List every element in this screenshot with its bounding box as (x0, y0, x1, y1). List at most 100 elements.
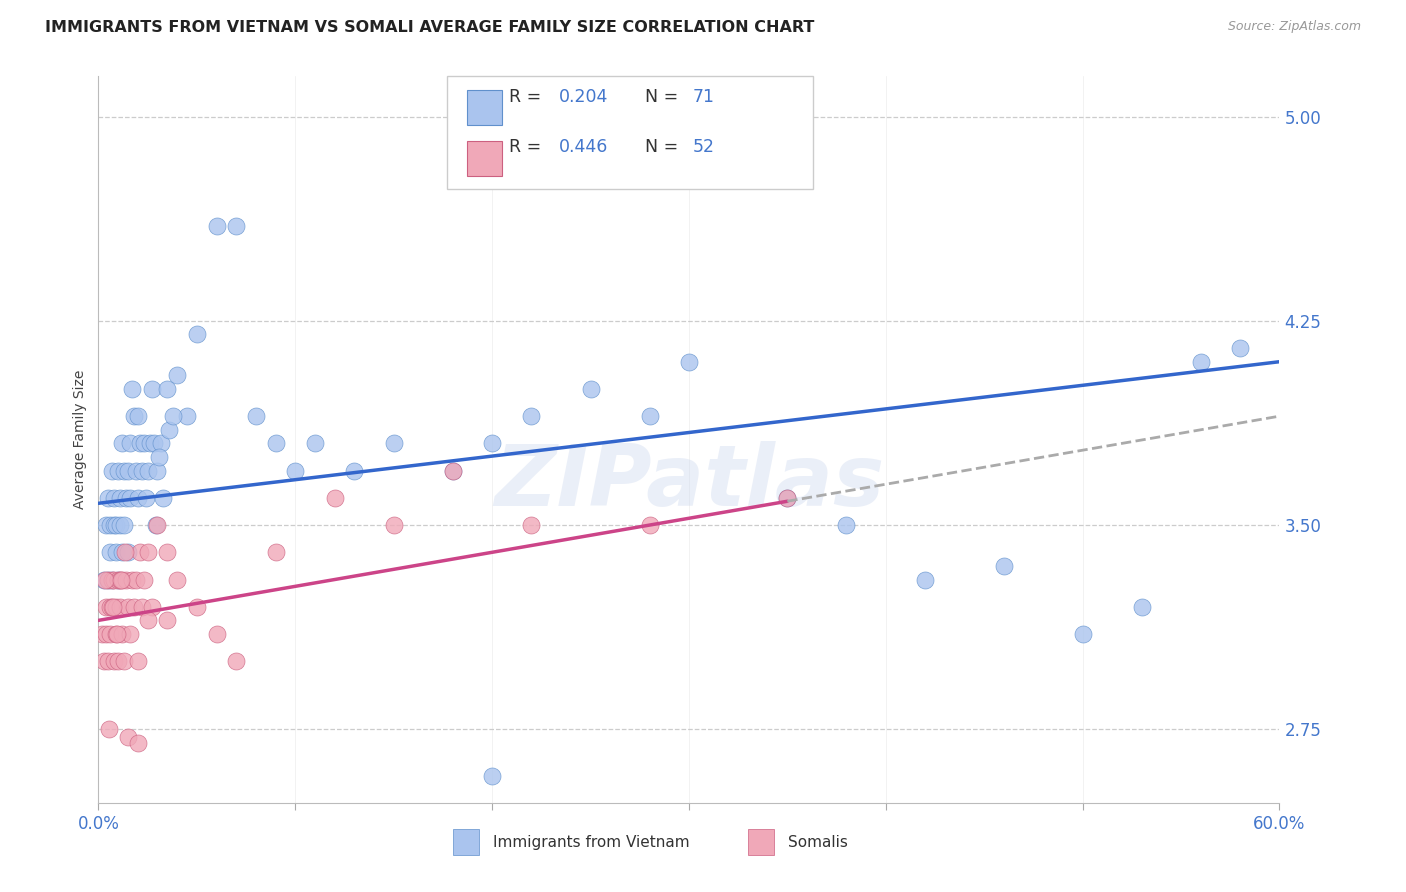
Point (638, 518, 661, 533)
Point (91, 627, 114, 641)
Point (117, 599, 139, 614)
Point (103, 491, 125, 505)
Point (111, 545, 134, 559)
Point (97, 573, 120, 587)
Point (103, 518, 125, 533)
Point (105, 627, 128, 641)
Point (245, 409, 267, 424)
Point (111, 573, 134, 587)
Point (105, 518, 128, 533)
Point (146, 464, 169, 478)
Point (776, 491, 799, 505)
Point (141, 599, 163, 614)
Point (142, 436, 165, 450)
Point (481, 436, 503, 450)
Point (176, 409, 198, 424)
Point (98, 723, 121, 737)
Point (132, 573, 155, 587)
Point (125, 573, 148, 587)
Point (121, 573, 143, 587)
Point (105, 545, 128, 559)
Point (678, 355, 700, 369)
Text: IMMIGRANTS FROM VIETNAM VS SOMALI AVERAGE FAMILY SIZE CORRELATION CHART: IMMIGRANTS FROM VIETNAM VS SOMALI AVERAG… (45, 20, 814, 35)
Point (157, 423, 180, 437)
Point (127, 736, 149, 750)
Y-axis label: Average Family Size: Average Family Size (73, 369, 87, 509)
Point (101, 573, 124, 587)
Point (112, 518, 135, 533)
Point (136, 613, 159, 627)
Point (166, 573, 188, 587)
Point (121, 382, 143, 396)
Point (108, 573, 131, 587)
Point (108, 491, 131, 505)
Point (103, 573, 125, 587)
Point (108, 599, 131, 614)
Point (127, 654, 149, 668)
Point (205, 219, 228, 233)
Point (152, 491, 174, 505)
Point (105, 627, 128, 641)
Point (111, 627, 134, 641)
Point (135, 491, 157, 505)
Point (97, 573, 120, 587)
Point (914, 573, 936, 587)
Point (162, 409, 184, 424)
Text: R =: R = (509, 88, 547, 106)
Point (136, 464, 159, 478)
Point (107, 464, 129, 478)
Point (520, 518, 543, 533)
Point (98, 627, 121, 641)
Point (128, 436, 150, 450)
Point (127, 491, 149, 505)
Point (105, 599, 128, 614)
Point (156, 382, 179, 396)
Point (107, 573, 129, 587)
Point (101, 464, 124, 478)
Text: 71: 71 (693, 88, 714, 106)
Point (117, 464, 139, 478)
Point (93, 654, 115, 668)
Point (343, 464, 366, 478)
Point (128, 545, 150, 559)
Point (481, 768, 503, 782)
Point (118, 436, 141, 450)
Point (127, 409, 149, 424)
Point (93, 573, 115, 587)
Point (382, 436, 405, 450)
Text: N =: N = (645, 137, 683, 155)
Point (98, 518, 121, 533)
Point (835, 518, 858, 533)
Point (579, 382, 602, 396)
Point (156, 613, 179, 627)
Text: 52: 52 (693, 137, 714, 155)
Text: R =: R = (509, 137, 547, 155)
Point (96, 627, 118, 641)
Point (122, 409, 145, 424)
Point (98, 599, 121, 614)
Point (115, 573, 138, 587)
Point (166, 368, 188, 383)
Text: Source: ZipAtlas.com: Source: ZipAtlas.com (1227, 20, 1361, 33)
Text: 0.446: 0.446 (560, 137, 609, 155)
FancyBboxPatch shape (453, 829, 478, 855)
Point (122, 599, 145, 614)
Point (96, 518, 118, 533)
FancyBboxPatch shape (467, 141, 502, 176)
Point (225, 654, 247, 668)
Point (107, 573, 129, 587)
Point (441, 464, 464, 478)
Point (186, 599, 208, 614)
Point (1071, 627, 1094, 641)
Point (101, 573, 124, 587)
Point (156, 545, 179, 559)
Point (225, 219, 247, 233)
Point (125, 464, 148, 478)
Point (94, 573, 117, 587)
Point (136, 545, 159, 559)
FancyBboxPatch shape (467, 90, 502, 125)
Point (117, 731, 139, 745)
Point (117, 545, 139, 559)
Point (323, 491, 346, 505)
Point (103, 599, 125, 614)
